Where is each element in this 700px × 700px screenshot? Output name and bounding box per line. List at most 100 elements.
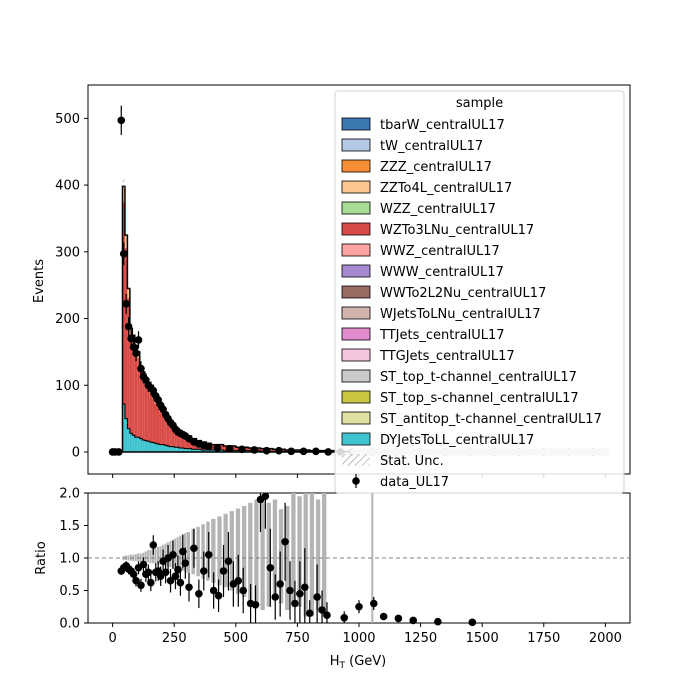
ratio-unc-bar xyxy=(137,553,140,562)
x-axis-label: HT (GeV) xyxy=(330,654,387,671)
ratio-point xyxy=(296,589,304,598)
legend-swatch xyxy=(341,411,371,425)
ratio-unc-bar xyxy=(176,537,179,570)
ratio-point xyxy=(176,578,185,587)
legend-label: DYJetsToLL_centralUL17 xyxy=(380,433,534,448)
ratio-unc-bar xyxy=(297,496,302,607)
data-point xyxy=(119,250,128,258)
legend-label: TTGJets_centralUL17 xyxy=(379,349,515,364)
legend-swatch xyxy=(341,390,371,404)
legend-swatch xyxy=(341,159,371,173)
data-point xyxy=(132,349,140,358)
stack-bar-dyjets xyxy=(181,447,185,452)
stack-bar-wzto3lnu xyxy=(174,426,177,448)
ratio-unc-bar xyxy=(272,499,278,601)
legend-swatch xyxy=(341,264,371,278)
stack-bar-dyjets xyxy=(186,448,192,452)
ratio-point xyxy=(323,611,331,619)
ratio-unc-bar xyxy=(291,493,296,604)
legend-label: WZTo3LNu_centralUL17 xyxy=(380,223,534,238)
stack-bar-dyjets xyxy=(159,444,162,452)
ratio-point xyxy=(195,589,203,598)
legend-swatch xyxy=(341,369,371,383)
ratio-unc-bar xyxy=(134,554,137,562)
y-tick-label-main: 0 xyxy=(72,445,80,460)
stack-bar-wzto3lnu xyxy=(142,371,145,440)
stack-bar-dyjets xyxy=(147,441,150,452)
stack-bar-dyjets xyxy=(137,437,140,452)
legend-swatch xyxy=(341,222,371,236)
stack-bar-wzto3lnu xyxy=(159,409,162,445)
stack-bar-dyjets xyxy=(142,439,145,452)
stat-unc-band xyxy=(122,179,125,189)
stack-bar-dyjets xyxy=(166,445,170,452)
ratio-unc-bar xyxy=(147,550,150,563)
stack-bar-dyjets xyxy=(184,448,187,452)
y-tick-label-ratio: 1.0 xyxy=(59,552,80,567)
stack-bar-dyjets xyxy=(191,449,197,452)
legend-label: ST_top_t-channel_centralUL17 xyxy=(380,370,577,385)
ratio-unc-bar xyxy=(371,493,374,623)
data-point xyxy=(114,448,123,456)
stack-bar-dyjets xyxy=(164,445,167,452)
data-point xyxy=(204,442,213,451)
x-tick-label: 1000 xyxy=(342,631,375,646)
ratio-unc-bar xyxy=(201,524,205,579)
ratio-point xyxy=(301,583,309,592)
ratio-point xyxy=(251,601,260,609)
stack-bar-wzto3lnu xyxy=(137,351,140,438)
stack-bar-dyjets xyxy=(171,446,175,452)
ratio-unc-bar xyxy=(152,548,155,564)
ratio-unc-bar xyxy=(235,508,241,594)
stack-bar-wzto3lnu xyxy=(139,366,143,439)
ratio-unc-bar xyxy=(186,532,190,573)
stack-bar-dyjets xyxy=(144,440,148,452)
ratio-point xyxy=(291,599,299,608)
stack-bar-dyjets xyxy=(124,418,128,452)
legend-swatch xyxy=(341,327,371,341)
y-tick-label-main: 200 xyxy=(55,312,80,327)
ratio-unc-bar xyxy=(254,499,259,604)
legend-label: WWTo2L2Nu_centralUL17 xyxy=(380,286,546,301)
ratio-point xyxy=(318,606,326,614)
data-point xyxy=(117,116,126,125)
stack-bar-wzto3lnu xyxy=(147,385,150,442)
ratio-point xyxy=(369,599,378,608)
legend: sample tbarW_centralUL17 tW_centralUL17 ZZZ… xyxy=(334,90,625,494)
ratio-point xyxy=(276,580,284,588)
ratio-unc-bar xyxy=(303,493,308,617)
stack-bar-wzto3lnu xyxy=(184,433,187,449)
stack-bar-dyjets xyxy=(149,441,153,452)
stack-bar-wzto3lnu xyxy=(171,423,175,447)
legend-swatch xyxy=(341,306,371,320)
legend-label: TTJets_centralUL17 xyxy=(379,328,505,343)
stack-bar-wzto3lnu xyxy=(156,405,160,444)
legend-label: WWZ_centralUL17 xyxy=(380,244,500,259)
stack-bar-wzto3lnu xyxy=(181,431,185,448)
legend-label: tW_centralUL17 xyxy=(380,139,483,154)
stack-bar-dyjets xyxy=(174,447,177,452)
stack-bar-dyjets xyxy=(179,447,182,452)
stack-bar-dyjets xyxy=(134,437,138,452)
stack-bar-wzto3lnu xyxy=(164,415,167,446)
x-tick-label: 1250 xyxy=(404,631,437,646)
ratio-unc-bar xyxy=(229,511,234,591)
stack-bar-dyjets xyxy=(139,438,143,452)
data-point xyxy=(134,336,143,344)
ratio-point xyxy=(313,593,321,601)
data-point xyxy=(287,447,296,456)
y-tick-label-ratio: 2.0 xyxy=(59,487,80,502)
ratio-point xyxy=(204,550,213,559)
legend-swatch xyxy=(341,201,371,215)
x-tick-label: 0 xyxy=(108,631,116,646)
data-point xyxy=(122,300,130,308)
ratio-point xyxy=(169,550,177,559)
stack-bar-dyjets xyxy=(201,449,207,452)
data-point xyxy=(299,447,308,456)
ratio-point xyxy=(434,617,442,626)
data-point xyxy=(312,447,320,456)
ratio-unc-bar xyxy=(248,502,253,601)
ratio-point xyxy=(224,557,233,566)
ratio-point xyxy=(355,602,363,611)
